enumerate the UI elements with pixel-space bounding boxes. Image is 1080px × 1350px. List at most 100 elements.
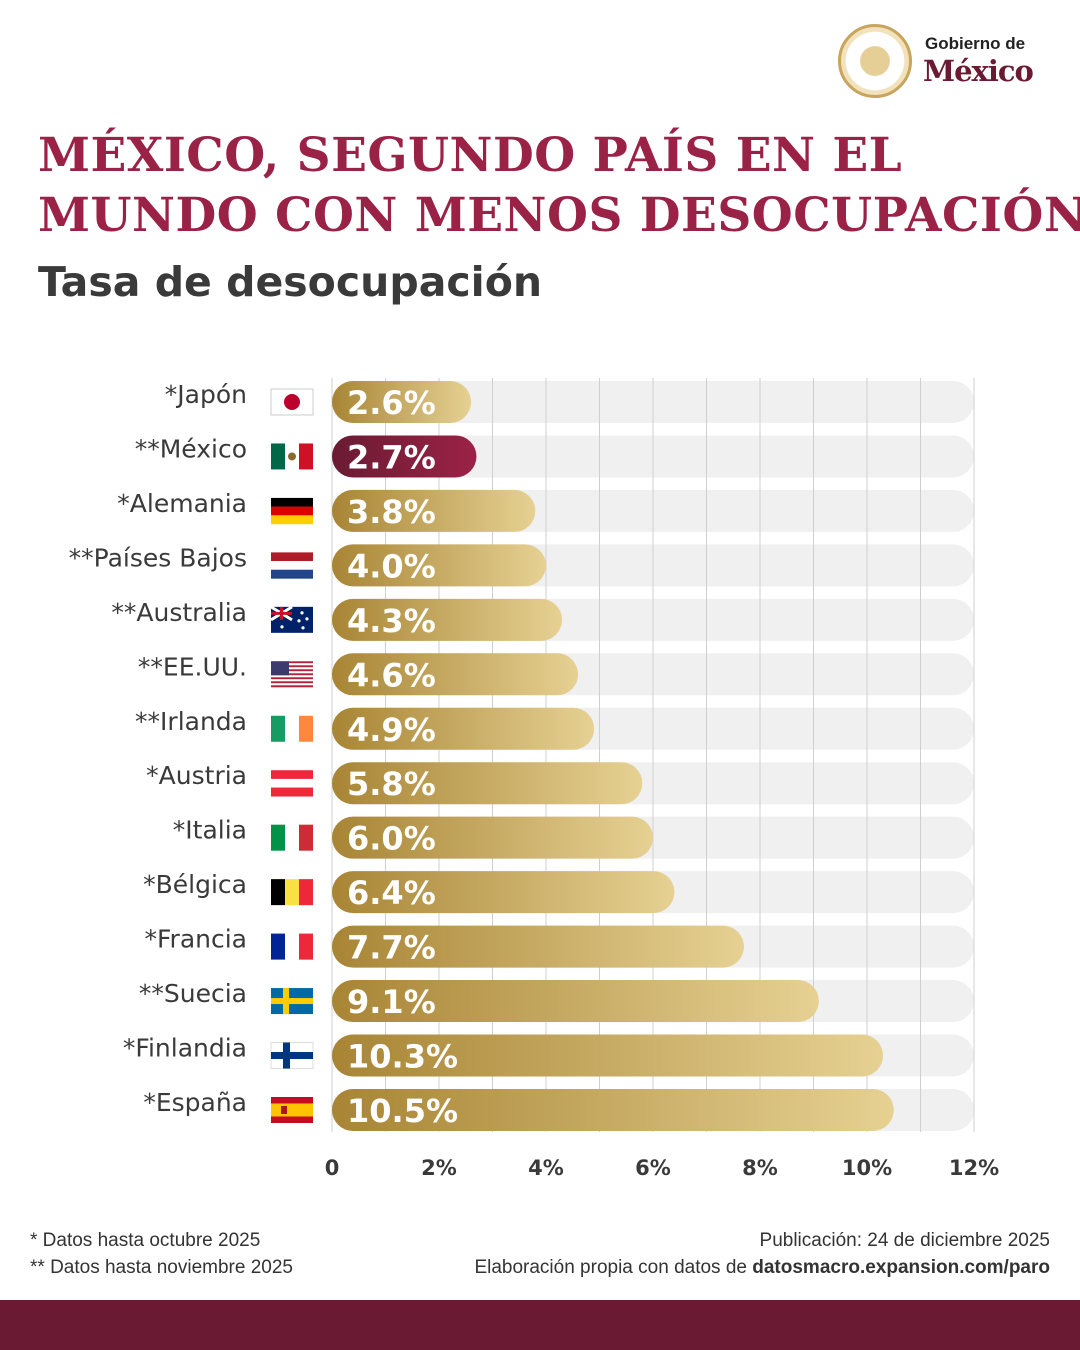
data-label: 3.8% <box>347 493 436 531</box>
country-label: *Alemania <box>117 489 247 518</box>
publication-date: Publicación: 24 de diciembre 2025 <box>759 1230 1050 1251</box>
country-label: *Finlandia <box>123 1034 247 1063</box>
country-label: *Francia <box>144 925 247 954</box>
source-note: Elaboración propia con datos de datosmac… <box>474 1256 1050 1280</box>
bar-chart: 0 2% 4% 6% 8% 10% 12% *Japón 2.6% **México 2.7% *Al… <box>69 378 999 1180</box>
data-label: 10.3% <box>347 1038 458 1076</box>
bar <box>332 653 579 696</box>
page-title: MÉXICO, SEGUNDO PAÍS EN EL MUNDO CON MEN… <box>38 126 1080 246</box>
data-label: 2.7% <box>347 438 436 476</box>
x-tick-label: 10% <box>842 1156 892 1180</box>
data-label: 10.5% <box>347 1092 458 1130</box>
bar <box>332 489 536 532</box>
x-tick-label: 12% <box>949 1156 999 1180</box>
flag-stripe <box>271 879 285 906</box>
flag-stripe <box>271 824 285 851</box>
bar <box>332 1034 884 1077</box>
flag-stripe <box>271 675 313 678</box>
flag-star <box>297 619 301 623</box>
flag-stripe <box>271 671 313 674</box>
flag-mexico-icon <box>271 443 313 470</box>
bar <box>332 1088 894 1131</box>
flag-stripe <box>285 824 299 851</box>
footer-band <box>0 1300 1080 1350</box>
logo-text-top: Gobierno de <box>925 34 1026 53</box>
title-line-1: MÉXICO, SEGUNDO PAÍS EN EL <box>38 128 903 183</box>
flag-cross <box>271 998 313 1005</box>
bar <box>332 598 563 641</box>
flag-stripe <box>271 787 313 797</box>
country-label: **EE.UU. <box>138 652 247 681</box>
flag-stripe <box>271 665 313 668</box>
flag-stripe <box>271 506 313 516</box>
flag-germany-icon <box>271 497 313 525</box>
flag-stripe <box>271 677 313 680</box>
chart-subtitle: Tasa de desocupación <box>38 258 543 306</box>
country-label: **Australia <box>111 598 247 627</box>
country-label: **Suecia <box>139 979 247 1008</box>
flag-star <box>301 626 305 630</box>
country-label: *Italia <box>173 816 247 845</box>
flag-stripe <box>271 661 313 664</box>
flag-australia-icon <box>270 605 313 633</box>
flag-disc <box>284 394 300 410</box>
country-label: **México <box>135 434 247 463</box>
flag-stripe <box>299 933 313 960</box>
country-label: *España <box>143 1088 247 1117</box>
flag-stripe <box>271 1103 313 1117</box>
flag-stripe <box>271 667 313 670</box>
country-label: **Irlanda <box>135 707 247 736</box>
x-tick-label: 2% <box>421 1156 457 1180</box>
flag-stripe <box>271 933 285 960</box>
bar <box>332 707 595 750</box>
footnote-single-asterisk: * Datos hasta octubre 2025 <box>30 1230 261 1251</box>
flag-stripe <box>271 778 313 788</box>
flag-stripe <box>271 497 313 507</box>
bar <box>332 980 819 1023</box>
source-prefix: Elaboración propia con datos de <box>474 1257 753 1278</box>
flag-finland-icon <box>270 1042 314 1070</box>
flag-emblem <box>288 452 296 461</box>
flag-spain-icon <box>271 1096 313 1123</box>
source-link[interactable]: datosmacro.expansion.com/paro <box>752 1257 1050 1278</box>
flag-stripe <box>271 515 313 525</box>
flag-stripe <box>271 561 313 571</box>
flag-sweden-icon <box>271 988 313 1015</box>
flag-austria-icon <box>271 770 313 797</box>
flag-stripe <box>299 443 313 470</box>
title-line-2: MUNDO CON MENOS DESOCUPACIÓN <box>38 188 1080 243</box>
flag-stripe <box>271 663 313 666</box>
x-tick-label: 6% <box>635 1156 671 1180</box>
x-tick-label: 8% <box>742 1156 778 1180</box>
flag-stripe <box>271 669 313 672</box>
flag-stripe <box>285 879 299 906</box>
bar <box>332 762 643 805</box>
flag-emblem <box>281 1105 287 1114</box>
flag-stripe <box>271 715 285 742</box>
data-label: 7.7% <box>347 929 436 967</box>
bar <box>332 544 546 587</box>
flag-stripe <box>271 552 313 562</box>
data-label: 2.6% <box>347 384 436 422</box>
flag-usa-icon <box>271 661 313 688</box>
flag-netherlands-icon <box>271 552 313 579</box>
flag-stripe <box>271 679 313 682</box>
footnote-double-asterisk: ** Datos hasta noviembre 2025 <box>30 1257 293 1278</box>
flag-stripe <box>271 681 313 684</box>
data-label: 6.0% <box>347 820 436 858</box>
flag-stripe <box>271 673 313 676</box>
flag-france-icon <box>271 933 313 960</box>
country-label: *Bélgica <box>143 870 247 899</box>
bar <box>332 381 472 423</box>
flag-stripe <box>271 770 313 780</box>
flag-belgium-icon <box>271 879 313 906</box>
data-label: 9.1% <box>347 983 436 1021</box>
bar <box>332 925 744 968</box>
country-label: *Austria <box>146 761 247 790</box>
bar <box>332 871 675 914</box>
data-label: 6.4% <box>347 874 436 912</box>
flag-stripe <box>271 685 313 688</box>
data-label: 4.6% <box>347 656 436 694</box>
flag-ireland-icon <box>271 715 313 742</box>
